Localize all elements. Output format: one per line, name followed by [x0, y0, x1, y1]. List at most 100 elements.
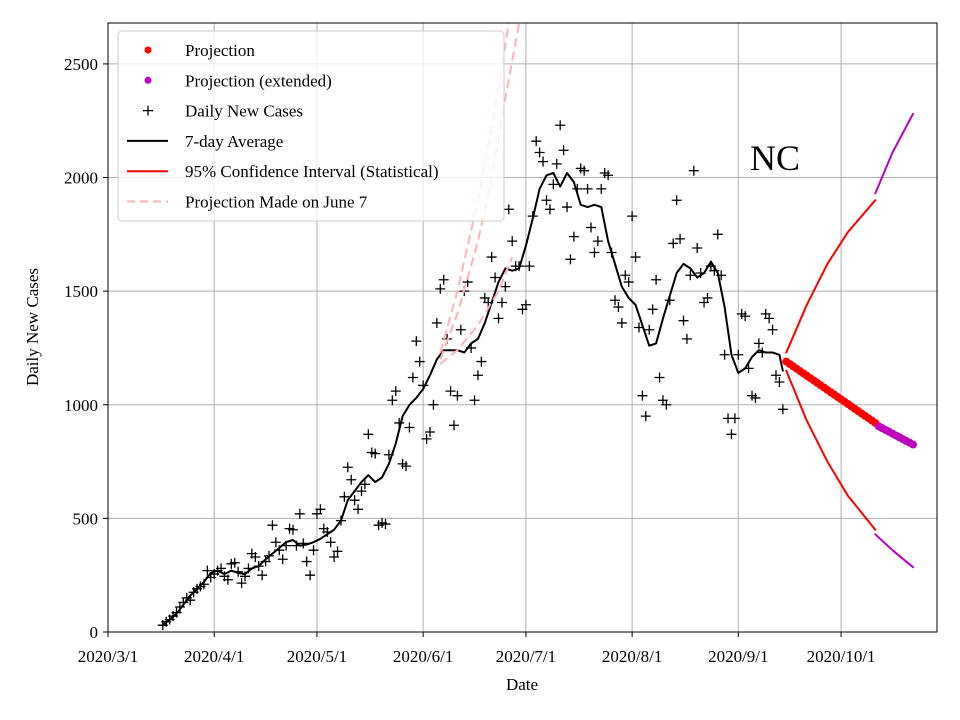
gridlines — [107, 23, 937, 633]
y-tick-label: 2500 — [64, 55, 98, 74]
daily-cases-marker — [339, 491, 350, 502]
daily-cases-marker — [438, 274, 449, 285]
daily-cases-marker — [630, 252, 641, 263]
daily-cases-marker — [520, 299, 531, 310]
daily-cases-marker — [277, 554, 288, 565]
daily-cases-marker — [308, 545, 319, 556]
daily-cases-marker — [435, 283, 446, 294]
daily-cases-marker — [486, 252, 497, 263]
95-confidence-interval-lower-extended-line — [874, 533, 914, 569]
legend-label: Projection Made on June 7 — [185, 193, 368, 212]
daily-cases-marker — [668, 238, 679, 249]
daily-cases-marker — [740, 311, 751, 322]
daily-cases-marker — [294, 508, 305, 519]
daily-cases-marker — [544, 204, 555, 215]
daily-cases-marker — [390, 386, 401, 397]
daily-cases-marker — [411, 336, 422, 347]
daily-cases-marker — [558, 145, 569, 156]
daily-cases-marker — [644, 324, 655, 335]
daily-cases-marker — [445, 386, 456, 397]
daily-cases-marker — [637, 390, 648, 401]
daily-cases-marker — [538, 156, 549, 167]
series-95-confidence-interval-lower-extended — [874, 533, 914, 569]
daily-cases-marker — [640, 411, 651, 422]
daily-cases-marker — [404, 422, 415, 433]
legend-swatch-dot — [144, 46, 152, 54]
state-annotation: NC — [750, 138, 800, 178]
daily-cases-marker — [305, 570, 316, 581]
daily-cases-marker — [647, 304, 658, 315]
daily-cases-marker — [586, 222, 597, 233]
daily-cases-marker — [414, 356, 425, 367]
daily-cases-marker — [627, 211, 638, 222]
daily-cases-marker — [472, 370, 483, 381]
x-tick-label: 2020/7/1 — [496, 647, 556, 666]
daily-cases-marker — [777, 404, 788, 415]
daily-cases-marker — [654, 372, 665, 383]
daily-cases-marker — [407, 372, 418, 383]
daily-cases-marker — [541, 195, 552, 206]
daily-cases-marker — [719, 349, 730, 360]
daily-cases-marker — [688, 165, 699, 176]
daily-cases-marker — [301, 556, 312, 567]
daily-cases-marker — [500, 281, 511, 292]
legend-swatch-dot — [144, 76, 152, 84]
daily-cases-marker — [661, 399, 672, 410]
daily-cases-marker — [555, 120, 566, 131]
legend-label: Projection — [185, 41, 255, 60]
daily-cases-marker — [353, 504, 364, 515]
daily-cases-marker — [596, 183, 607, 194]
daily-cases-marker — [370, 448, 381, 459]
daily-cases-marker — [774, 377, 785, 388]
daily-cases-marker — [363, 429, 374, 440]
daily-cases-marker — [613, 302, 624, 313]
daily-cases-marker — [267, 520, 278, 531]
daily-cases-marker — [623, 277, 634, 288]
legend-label: Daily New Cases — [185, 102, 303, 121]
daily-cases-marker — [236, 578, 247, 589]
daily-cases-marker — [620, 270, 631, 281]
daily-cases-marker — [503, 204, 514, 215]
daily-cases-marker — [401, 461, 412, 472]
x-tick-label: 2020/5/1 — [287, 647, 347, 666]
daily-cases-marker — [325, 537, 336, 548]
daily-cases-marker — [356, 486, 367, 497]
95-confidence-interval-upper-extended-line — [874, 112, 914, 195]
series-95-confidence-interval-upper — [785, 199, 877, 354]
y-axis-label: Daily New Cases — [23, 268, 42, 386]
y-tick-label: 1000 — [64, 396, 98, 415]
series-projection-extended — [874, 422, 918, 449]
daily-cases-marker — [531, 136, 542, 147]
legend-swatch-plus — [143, 105, 153, 116]
daily-cases-marker — [270, 537, 281, 548]
daily-cases-marker — [380, 519, 391, 530]
daily-cases-marker — [651, 274, 662, 285]
x-tick-label: 2020/8/1 — [602, 647, 662, 666]
daily-cases-marker — [616, 317, 627, 328]
daily-cases-marker — [568, 231, 579, 242]
daily-cases-marker — [257, 570, 268, 581]
daily-cases-marker — [702, 292, 713, 303]
daily-cases-marker — [469, 395, 480, 406]
daily-cases-marker — [428, 399, 439, 410]
x-axis-label: Date — [506, 675, 538, 694]
daily-cases-marker — [729, 413, 740, 424]
series-7-day-average — [161, 172, 784, 627]
daily-cases-marker — [592, 236, 603, 247]
daily-cases-marker — [767, 324, 778, 335]
legend-box — [117, 30, 505, 222]
daily-cases-marker — [493, 313, 504, 324]
daily-cases-marker — [431, 317, 442, 328]
daily-cases-marker — [496, 297, 507, 308]
daily-cases-marker — [565, 254, 576, 265]
daily-cases-marker — [609, 295, 620, 306]
series-projection-made-on-june-7-lower — [439, 256, 514, 365]
daily-cases-marker — [582, 183, 593, 194]
daily-cases-marker — [764, 313, 775, 324]
daily-cases-marker — [448, 420, 459, 431]
daily-cases-marker — [315, 504, 326, 515]
y-tick-label: 0 — [90, 623, 99, 642]
daily-cases-marker — [298, 538, 309, 549]
daily-cases-marker — [476, 356, 487, 367]
